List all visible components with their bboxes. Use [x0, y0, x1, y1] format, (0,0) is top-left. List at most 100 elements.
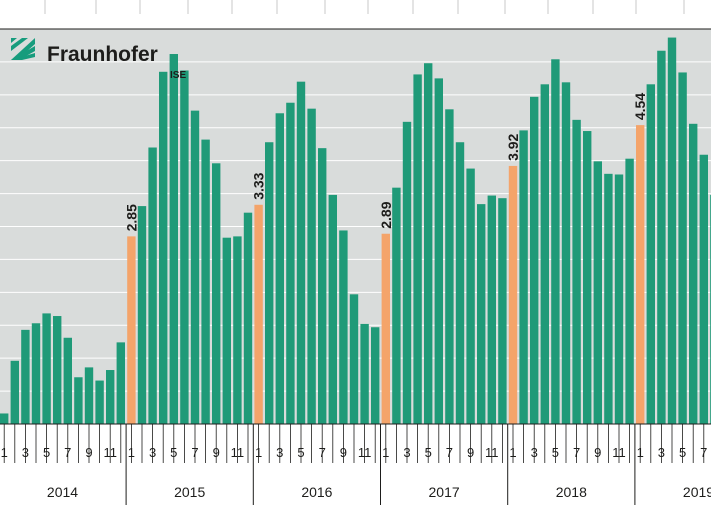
fraunhofer-logo: Fraunhofer ISE [11, 38, 186, 81]
highlight-value-labels: 2.85 3.33 2.89 3.92 4.54 [123, 93, 648, 232]
bar [371, 327, 380, 424]
x-tick-label: 3 [403, 445, 410, 460]
bar [614, 174, 624, 424]
bar [190, 110, 200, 424]
bar [413, 74, 422, 425]
x-tick-label: 11 [358, 445, 372, 460]
x-tick-label: 7 [573, 445, 580, 460]
bar [583, 131, 592, 425]
bar [148, 147, 157, 424]
x-tick-label: 1 [637, 445, 644, 460]
bar [265, 142, 274, 425]
bar [487, 195, 496, 424]
bar [53, 316, 62, 424]
bar [530, 96, 539, 424]
bar [21, 329, 30, 424]
x-tick-label: 7 [191, 445, 198, 460]
year-label: 2016 [301, 484, 332, 500]
bar [328, 194, 337, 424]
logo-subtitle: ISE [170, 70, 186, 81]
x-tick-label: 3 [149, 445, 156, 460]
x-tick-label: 5 [679, 445, 686, 460]
bar [307, 108, 316, 424]
bar [180, 70, 189, 424]
bar [318, 148, 327, 424]
bar [551, 59, 560, 424]
bar [498, 198, 507, 424]
bar [63, 337, 72, 424]
bar [402, 121, 412, 424]
fraunhofer-logo-icon [11, 38, 35, 60]
value-label: 2.85 [123, 204, 139, 231]
bar [10, 360, 19, 424]
logo-wordmark: Fraunhofer [47, 43, 158, 66]
bar [159, 71, 168, 424]
bar-highlight [381, 233, 390, 424]
bar [212, 163, 221, 425]
x-tick-label: 7 [446, 445, 453, 460]
bar [540, 84, 549, 425]
x-tick-label: 1 [1, 445, 8, 460]
x-tick-label: 1 [128, 445, 135, 460]
bar [275, 113, 284, 425]
x-tick-label: 11 [612, 445, 626, 460]
bar [424, 63, 433, 424]
value-label: 3.33 [251, 172, 267, 199]
x-tick-label: 9 [594, 445, 601, 460]
bar [169, 54, 178, 425]
bar [667, 37, 677, 425]
bar-highlight [508, 165, 518, 424]
bar [392, 187, 401, 424]
bar-highlight [254, 204, 263, 424]
bar [699, 154, 708, 425]
x-tick-label: 3 [22, 445, 29, 460]
x-tick-label: 3 [276, 445, 283, 460]
x-tick-label: 3 [531, 445, 538, 460]
bar [678, 72, 687, 424]
bar [466, 168, 475, 424]
x-tick-label: 11 [103, 445, 117, 460]
bar [42, 313, 51, 424]
bar [360, 323, 369, 424]
bar [455, 142, 465, 425]
bar-series [0, 37, 711, 425]
bar-highlight [636, 125, 645, 425]
value-label: 2.89 [378, 201, 394, 228]
year-label: 2015 [174, 484, 205, 500]
bar [445, 109, 454, 424]
bar [201, 139, 210, 424]
x-axis: 1 3 5 7 9 11 1 3 5 7 9 11 1 3 5 7 9 11 1 3 5 7 9 11 1 3 5 7 9 11 1 3 5 72… [1, 424, 711, 505]
x-tick-label: 11 [231, 445, 245, 460]
bar [296, 81, 306, 425]
x-tick-label: 1 [509, 445, 516, 460]
bar [31, 323, 41, 424]
year-label: 2014 [47, 484, 78, 500]
year-label: 2017 [429, 484, 460, 500]
bar [519, 130, 528, 424]
bar [625, 158, 634, 424]
bar [689, 123, 698, 425]
bar [116, 342, 125, 424]
x-tick-label: 5 [297, 445, 304, 460]
bar [349, 294, 359, 424]
x-tick-label: 5 [43, 445, 50, 460]
bar [561, 82, 571, 424]
bar [572, 119, 581, 424]
x-tick-label: 9 [340, 445, 347, 460]
x-tick-label: 1 [382, 445, 389, 460]
bar [434, 78, 443, 425]
bar [137, 206, 147, 424]
x-tick-label: 11 [485, 445, 499, 460]
bar [233, 236, 242, 425]
bar [106, 370, 115, 424]
bar [286, 102, 295, 424]
bar [477, 204, 486, 424]
bar [222, 237, 231, 424]
top-tick-marks [44, 0, 685, 14]
bar-highlight [127, 236, 136, 425]
year-label: 2018 [556, 484, 587, 500]
bar [243, 212, 253, 424]
x-tick-label: 9 [85, 445, 92, 460]
x-tick-label: 3 [658, 445, 665, 460]
x-tick-label: 7 [64, 445, 71, 460]
